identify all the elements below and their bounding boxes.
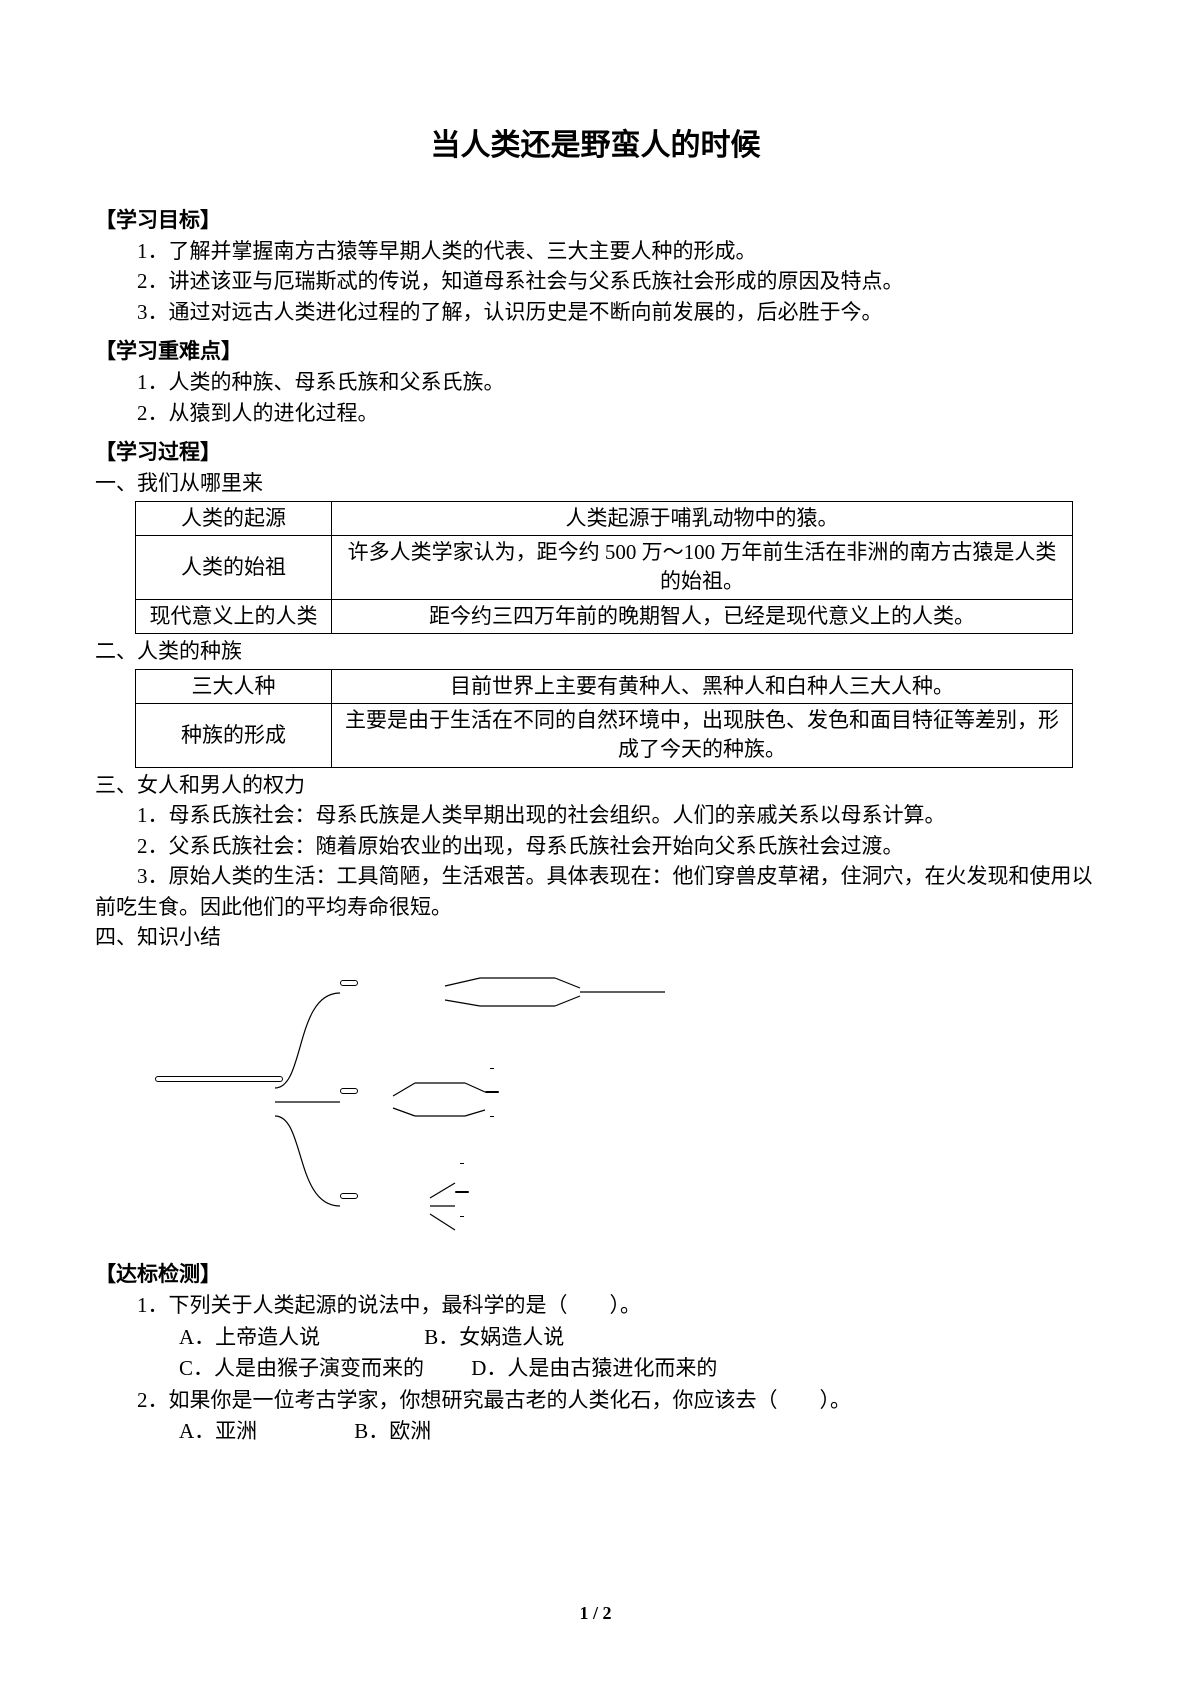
table-row: 现代意义上的人类 距今约三四万年前的晚期智人，已经是现代意义上的人类。: [136, 599, 1073, 633]
mindmap-branch-race: [340, 1088, 358, 1094]
table-row: 种族的形成 主要是由于生活在不同的自然环境中，出现肤色、发色和面目特征等差别，形…: [136, 704, 1073, 768]
section-header-objectives: 【学习目标】: [95, 204, 1096, 234]
objective-item: 1．了解并掌握南方古猿等早期人类的代表、三大主要人种的形成。: [95, 236, 1096, 266]
quiz-option: A．亚洲: [137, 1416, 307, 1448]
sub3-item: 1．母系氏族社会：母系氏族是人类早期出现的社会组织。人们的亲戚关系以母系计算。: [95, 800, 1096, 830]
page-title: 当人类还是野蛮人的时候: [95, 120, 1096, 164]
objective-item: 3．通过对远古人类进化过程的了解，认识历史是不断向前发展的，后必胜于今。: [95, 297, 1096, 327]
table-origin: 人类的起源 人类起源于哺乳动物中的猿。 人类的始祖 许多人类学家认为，距今约 5…: [135, 501, 1073, 635]
mindmap-root: [155, 1076, 283, 1082]
subsection-title: 一、我们从哪里来: [95, 468, 1096, 498]
quiz-options-row: A．亚洲 B．欧洲: [95, 1416, 1096, 1448]
mindmap-leaf: [460, 1216, 464, 1217]
mindmap-leaf: [460, 1163, 464, 1164]
quiz-stem: 2．如果你是一位考古学家，你想研究最古老的人类化石，你应该去（ ）。: [95, 1385, 1096, 1417]
table-cell: 种族的形成: [136, 704, 332, 768]
subsection-title: 二、人类的种族: [95, 636, 1096, 666]
quiz-options-row: A．上帝造人说 B．女娲造人说: [95, 1322, 1096, 1354]
sub3-item: 3．原始人类的生活：工具简陋，生活艰苦。具体表现在：他们穿兽皮草裙，住洞穴，在火…: [95, 861, 1096, 922]
keypoint-item: 1．人类的种族、母系氏族和父系氏族。: [95, 367, 1096, 397]
table-cell: 人类起源于哺乳动物中的猿。: [332, 501, 1073, 535]
table-row: 三大人种 目前世界上主要有黄种人、黑种人和白种人三大人种。: [136, 669, 1073, 703]
quiz-stem: 1．下列关于人类起源的说法中，最科学的是（ ）。: [95, 1290, 1096, 1322]
quiz-option: B．女娲造人说: [382, 1322, 622, 1354]
table-race: 三大人种 目前世界上主要有黄种人、黑种人和白种人三大人种。 种族的形成 主要是由…: [135, 669, 1073, 768]
table-row: 人类的起源 人类起源于哺乳动物中的猿。: [136, 501, 1073, 535]
table-cell: 距今约三四万年前的晚期智人，已经是现代意义上的人类。: [332, 599, 1073, 633]
mindmap-diagram: [155, 958, 755, 1238]
subsection-title: 三、女人和男人的权力: [95, 770, 1096, 800]
quiz-option: B．欧洲: [312, 1416, 552, 1448]
keypoint-item: 2．从猿到人的进化过程。: [95, 398, 1096, 428]
mindmap-leaf: [490, 1116, 494, 1117]
mindmap-branch-clan: [340, 1193, 358, 1199]
section-header-quiz: 【达标检测】: [95, 1258, 1096, 1288]
table-cell: 目前世界上主要有黄种人、黑种人和白种人三大人种。: [332, 669, 1073, 703]
page-number: 1 / 2: [0, 1603, 1191, 1624]
document-page: 当人类还是野蛮人的时候 【学习目标】 1．了解并掌握南方古猿等早期人类的代表、三…: [0, 0, 1191, 1684]
mindmap-leaf: [490, 1068, 494, 1069]
subsection-title: 四、知识小结: [95, 922, 1096, 952]
quiz-options-row: C．人是由猴子演变而来的 D．人是由古猿进化而来的: [95, 1353, 1096, 1385]
table-cell: 现代意义上的人类: [136, 599, 332, 633]
quiz-option: C．人是由猴子演变而来的: [137, 1353, 424, 1385]
quiz-option: A．上帝造人说: [137, 1322, 377, 1354]
section-header-process: 【学习过程】: [95, 436, 1096, 466]
sub3-item: 2．父系氏族社会：随着原始农业的出现，母系氏族社会开始向父系氏族社会过渡。: [95, 831, 1096, 861]
table-cell: 许多人类学家认为，距今约 500 万～100 万年前生活在非洲的南方古猿是人类的…: [332, 536, 1073, 600]
mindmap-connectors: [155, 958, 755, 1238]
quiz-option: D．人是由古猿进化而来的: [429, 1353, 717, 1385]
section-header-keypoints: 【学习重难点】: [95, 335, 1096, 365]
table-row: 人类的始祖 许多人类学家认为，距今约 500 万～100 万年前生活在非洲的南方…: [136, 536, 1073, 600]
table-cell: 三大人种: [136, 669, 332, 703]
mindmap-branch-origin: [340, 980, 358, 986]
table-cell: 人类的起源: [136, 501, 332, 535]
table-cell: 人类的始祖: [136, 536, 332, 600]
objective-item: 2．讲述该亚与厄瑞斯忒的传说，知道母系社会与父系氏族社会形成的原因及特点。: [95, 266, 1096, 296]
table-cell: 主要是由于生活在不同的自然环境中，出现肤色、发色和面目特征等差别，形成了今天的种…: [332, 704, 1073, 768]
